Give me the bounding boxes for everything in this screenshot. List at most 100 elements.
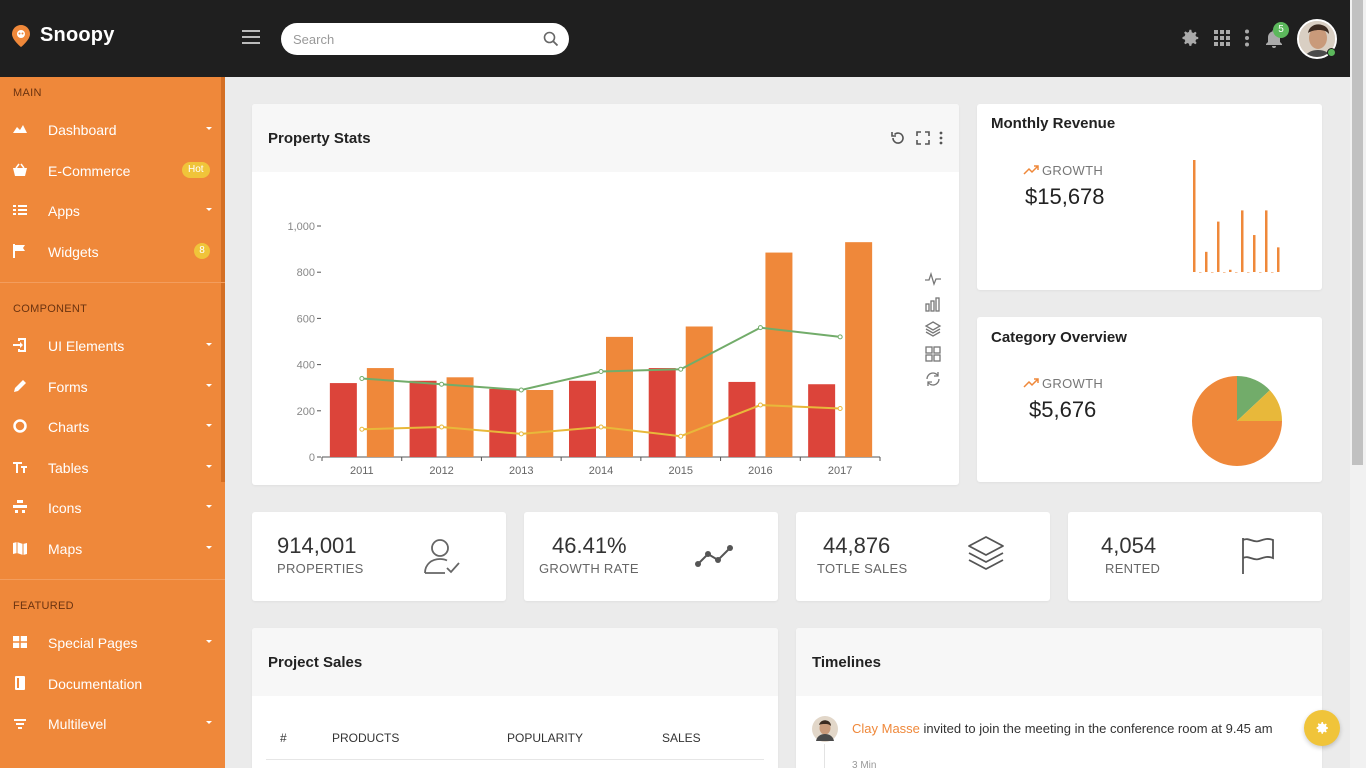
fullscreen-icon[interactable]	[915, 130, 931, 146]
refresh-icon[interactable]	[890, 130, 906, 146]
basket-icon	[13, 163, 27, 176]
column-header-products: PRODUCTS	[332, 731, 400, 745]
chart-point[interactable]	[837, 334, 843, 340]
sidebar-item-special-pages[interactable]: Special Pages	[0, 623, 221, 663]
chart-point[interactable]	[678, 366, 684, 372]
card-title: Project Sales	[268, 654, 363, 671]
chart-point[interactable]	[837, 405, 843, 411]
chart-point[interactable]	[598, 369, 604, 375]
pie-slice[interactable]	[1237, 390, 1282, 421]
sidebar-item-ui-elements[interactable]: UI Elements	[0, 326, 221, 366]
more-vertical-icon[interactable]	[935, 130, 947, 146]
growth-label: GROWTH	[1042, 376, 1104, 391]
chevron-down-icon	[206, 424, 212, 427]
bar-chart-toggle-icon[interactable]	[924, 296, 942, 312]
chart-bar[interactable]	[765, 252, 793, 457]
line-chart-toggle-icon[interactable]	[924, 271, 942, 287]
y-tick-label: 200	[297, 406, 315, 418]
search-input[interactable]	[293, 23, 533, 55]
stat-card-properties: 914,001 PROPERTIES	[252, 512, 506, 601]
timeline-avatar[interactable]	[812, 716, 838, 742]
top-navbar: Snoopy 5	[0, 0, 1350, 77]
sidebar-item-maps[interactable]: Maps	[0, 529, 221, 569]
chevron-down-icon	[206, 208, 212, 211]
chart-bar[interactable]	[329, 383, 357, 457]
sidebar-item-icons[interactable]: Icons	[0, 488, 221, 528]
sidebar-item-dashboard[interactable]: Dashboard	[0, 110, 221, 150]
chart-point[interactable]	[518, 431, 524, 437]
chevron-down-icon	[206, 546, 212, 549]
chevron-down-icon	[206, 127, 212, 130]
chart-bar[interactable]	[489, 388, 517, 457]
card-title: Timelines	[812, 654, 881, 671]
x-tick-label: 2015	[668, 465, 692, 477]
chart-bar[interactable]	[648, 368, 676, 457]
chart-bar	[1217, 221, 1220, 272]
chart-bar[interactable]	[366, 368, 394, 457]
map-pin-logo-icon	[12, 24, 30, 47]
gear-icon	[1316, 722, 1328, 734]
stat-value: 914,001	[277, 533, 357, 558]
stat-value: 4,054	[1101, 533, 1157, 558]
page-scrollbar-thumb[interactable]	[1352, 0, 1363, 465]
chart-bar[interactable]	[446, 377, 474, 457]
table-icon	[13, 462, 27, 473]
section-divider	[0, 282, 225, 283]
brand-logo[interactable]: Snoopy	[12, 24, 115, 47]
restore-icon[interactable]	[924, 370, 942, 388]
gear-icon[interactable]	[1179, 27, 1201, 49]
chart-bar[interactable]	[728, 381, 756, 457]
chart-point[interactable]	[518, 387, 524, 393]
sidebar-item-widgets[interactable]: Widgets 8	[0, 232, 221, 272]
pencil-icon	[14, 380, 26, 392]
login-icon	[13, 338, 26, 352]
sidebar-item-tables[interactable]: Tables	[0, 448, 221, 488]
settings-fab-button[interactable]	[1304, 710, 1340, 746]
sidebar-item-ecommerce[interactable]: E-Commerce Hot	[0, 151, 221, 191]
timeline-time: 3 Min	[852, 760, 877, 768]
chart-point[interactable]	[439, 381, 445, 387]
chart-bar[interactable]	[526, 390, 554, 457]
chart-point[interactable]	[359, 375, 365, 381]
timeline-user-link[interactable]: Clay Masse	[852, 721, 920, 736]
chart-point[interactable]	[757, 402, 763, 408]
chart-point[interactable]	[757, 325, 763, 331]
x-tick-label: 2013	[509, 465, 533, 477]
y-tick-label: 600	[297, 313, 315, 325]
chevron-down-icon	[206, 721, 212, 724]
chart-bar	[1271, 272, 1274, 273]
sidebar-item-documentation[interactable]: Documentation	[0, 664, 221, 704]
more-vertical-icon[interactable]	[1240, 29, 1254, 47]
timelines-card: Timelines	[796, 628, 1322, 768]
chart-point[interactable]	[359, 426, 365, 432]
sidebar-item-apps[interactable]: Apps	[0, 191, 221, 231]
stack-toggle-icon[interactable]	[924, 321, 942, 337]
sidebar-item-label: UI Elements	[48, 338, 125, 354]
table-header-divider	[266, 759, 764, 760]
sidebar-item-label: Tables	[48, 460, 89, 476]
y-tick-label: 400	[297, 360, 315, 372]
menu-toggle-icon[interactable]	[242, 30, 260, 44]
chart-point[interactable]	[439, 424, 445, 430]
chart-bar	[1205, 251, 1208, 272]
apps-grid-icon[interactable]	[1213, 29, 1231, 47]
chart-bar[interactable]	[409, 380, 437, 457]
pie-slice[interactable]	[1237, 376, 1270, 421]
sidebar-item-charts[interactable]: Charts	[0, 407, 221, 447]
search-icon[interactable]	[543, 31, 559, 47]
sidebar-scrollbar[interactable]	[221, 77, 225, 482]
sidebar-item-forms[interactable]: Forms	[0, 367, 221, 407]
chart-bar[interactable]	[606, 336, 633, 457]
chart-bar[interactable]	[845, 242, 873, 457]
chart-bar[interactable]	[685, 326, 713, 457]
chart-point[interactable]	[678, 433, 684, 439]
chart-point[interactable]	[598, 424, 604, 430]
chart-bar[interactable]	[569, 380, 596, 457]
stat-label: TOTLE SALES	[817, 561, 908, 576]
sidebar-item-multilevel[interactable]: Multilevel	[0, 704, 221, 744]
chart-bar[interactable]	[808, 384, 836, 457]
chevron-down-icon	[206, 343, 212, 346]
sidebar-item-label: Icons	[48, 500, 82, 516]
tiled-toggle-icon[interactable]	[924, 346, 942, 362]
x-tick-label: 2017	[828, 465, 852, 477]
